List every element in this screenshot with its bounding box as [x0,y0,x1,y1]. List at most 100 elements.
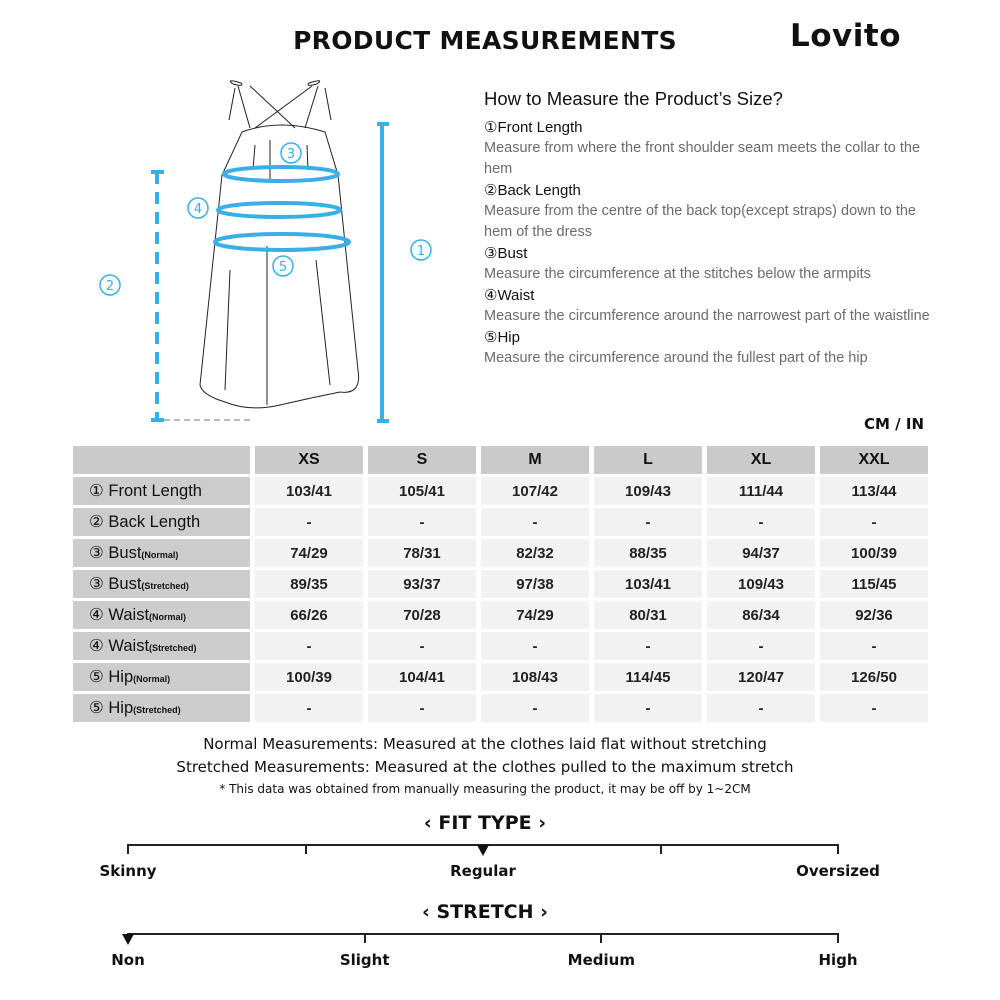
scale-label: Slight [339,951,390,969]
row-label: ① Front Length [73,477,250,505]
table-row: ② Back Length - - - - - - [73,508,928,536]
table-row: ⑤ Hip(Stretched) - - - - - - [73,694,928,722]
stretch-scale: Non Slight Medium High [111,933,858,973]
row-number: ① [89,482,104,500]
row-sub: (Normal) [141,550,179,560]
table-cell: 74/29 [255,539,363,567]
scale-label: Medium [567,951,635,969]
guide-item-desc: Measure the circumference around the ful… [484,350,868,366]
table-cell: 120/47 [707,663,815,691]
row-number: ③ [89,544,104,562]
guide-heading: How to Measure the Product’s Size? [484,88,783,109]
scale-label: Oversized [796,862,880,880]
row-name: Waist [108,637,150,655]
table-cell: 104/41 [368,663,476,691]
table-cell: 74/29 [481,601,589,629]
row-label: ③ Bust(Normal) [73,539,250,567]
scale-label: Skinny [99,862,157,880]
unit-label: CM / IN [864,415,924,433]
table-cell: - [481,508,589,536]
table-cell: 103/41 [255,477,363,505]
table-cell: 108/43 [481,663,589,691]
table-cell: 100/39 [255,663,363,691]
scale-tick [363,933,366,943]
brand-logo: Lovito [790,18,902,54]
row-name: Back Length [108,513,201,531]
table-row: ④ Waist(Normal) 66/26 70/28 74/29 80/31 86/34… [73,601,928,629]
table-cell: 114/45 [594,663,702,691]
size-header: S [368,446,476,474]
size-header: XL [707,446,815,474]
size-header: XS [255,446,363,474]
row-label: ④ Waist(Stretched) [73,632,250,660]
table-cell: 115/45 [820,570,928,598]
size-header: L [594,446,702,474]
diagram-label-2: 2 [106,279,114,294]
size-table: XS S M L XL XXL ① Front Length 103/41 105/41 107… [68,443,933,725]
table-cell: - [820,694,928,722]
table-cell: 113/44 [820,477,928,505]
scale-line [128,933,838,935]
row-number: ③ [89,575,104,593]
scale-label: Non [111,951,145,969]
row-label: ⑤ Hip(Stretched) [73,694,250,722]
table-cell: 88/35 [594,539,702,567]
table-cell: 78/31 [368,539,476,567]
row-label: ⑤ Hip(Normal) [73,663,250,691]
row-number: ⑤ [89,668,104,686]
note-disclaimer: * This data was obtained from manually m… [219,782,751,796]
scale-label: Regular [450,862,516,880]
row-sub: (Normal) [149,612,187,622]
guide-item-desc: Measure the circumference around the nar… [484,308,930,324]
table-cell: 92/36 [820,601,928,629]
table-cell: 70/28 [368,601,476,629]
table-cell: - [368,694,476,722]
row-sub: (Normal) [133,674,171,684]
scale-tick [600,933,603,943]
size-header: M [481,446,589,474]
row-label: ④ Waist(Normal) [73,601,250,629]
bust-line [222,165,340,183]
table-cell: - [820,508,928,536]
table-cell: - [255,508,363,536]
table-cell: 107/42 [481,477,589,505]
row-number: ④ [89,637,104,655]
table-cell: - [594,632,702,660]
row-label: ③ Bust(Stretched) [73,570,250,598]
row-number: ④ [89,606,104,624]
table-cell: - [820,632,928,660]
row-name: Bust [108,544,142,562]
scale-tick [304,844,307,854]
table-cell: 111/44 [707,477,815,505]
row-number: ⑤ [89,699,104,717]
row-name: Hip [108,699,134,717]
row-label: ② Back Length [73,508,250,536]
table-cell: - [707,694,815,722]
table-cell: 103/41 [594,570,702,598]
header-blank [73,446,250,474]
table-cell: - [707,508,815,536]
table-row: ① Front Length 103/41 105/41 107/42 109/43 11… [73,477,928,505]
stretch-title: ‹ STRETCH › [422,901,548,923]
row-sub: (Stretched) [141,581,189,591]
scale-marker-icon [122,934,134,945]
scale-label: High [818,951,858,969]
diagram-label-4: 4 [194,202,202,217]
guide-item-label: ③Bust [484,245,528,262]
table-cell: 80/31 [594,601,702,629]
dress-diagram: 1 2 3 4 5 [99,80,432,423]
fit-type-title: ‹ FIT TYPE › [423,812,547,834]
table-cell: 86/34 [707,601,815,629]
table-cell: 109/43 [707,570,815,598]
table-cell: 66/26 [255,601,363,629]
table-row: ③ Bust(Normal) 74/29 78/31 82/32 88/35 94/37 1… [73,539,928,567]
table-cell: 100/39 [820,539,928,567]
guide-item-label: ④Waist [484,287,535,304]
scale-tick [659,844,662,854]
table-cell: 82/32 [481,539,589,567]
hip-line [213,232,351,252]
scale-marker-icon [477,845,489,856]
table-cell: - [368,508,476,536]
table-cell: - [594,694,702,722]
table-cell: - [481,694,589,722]
